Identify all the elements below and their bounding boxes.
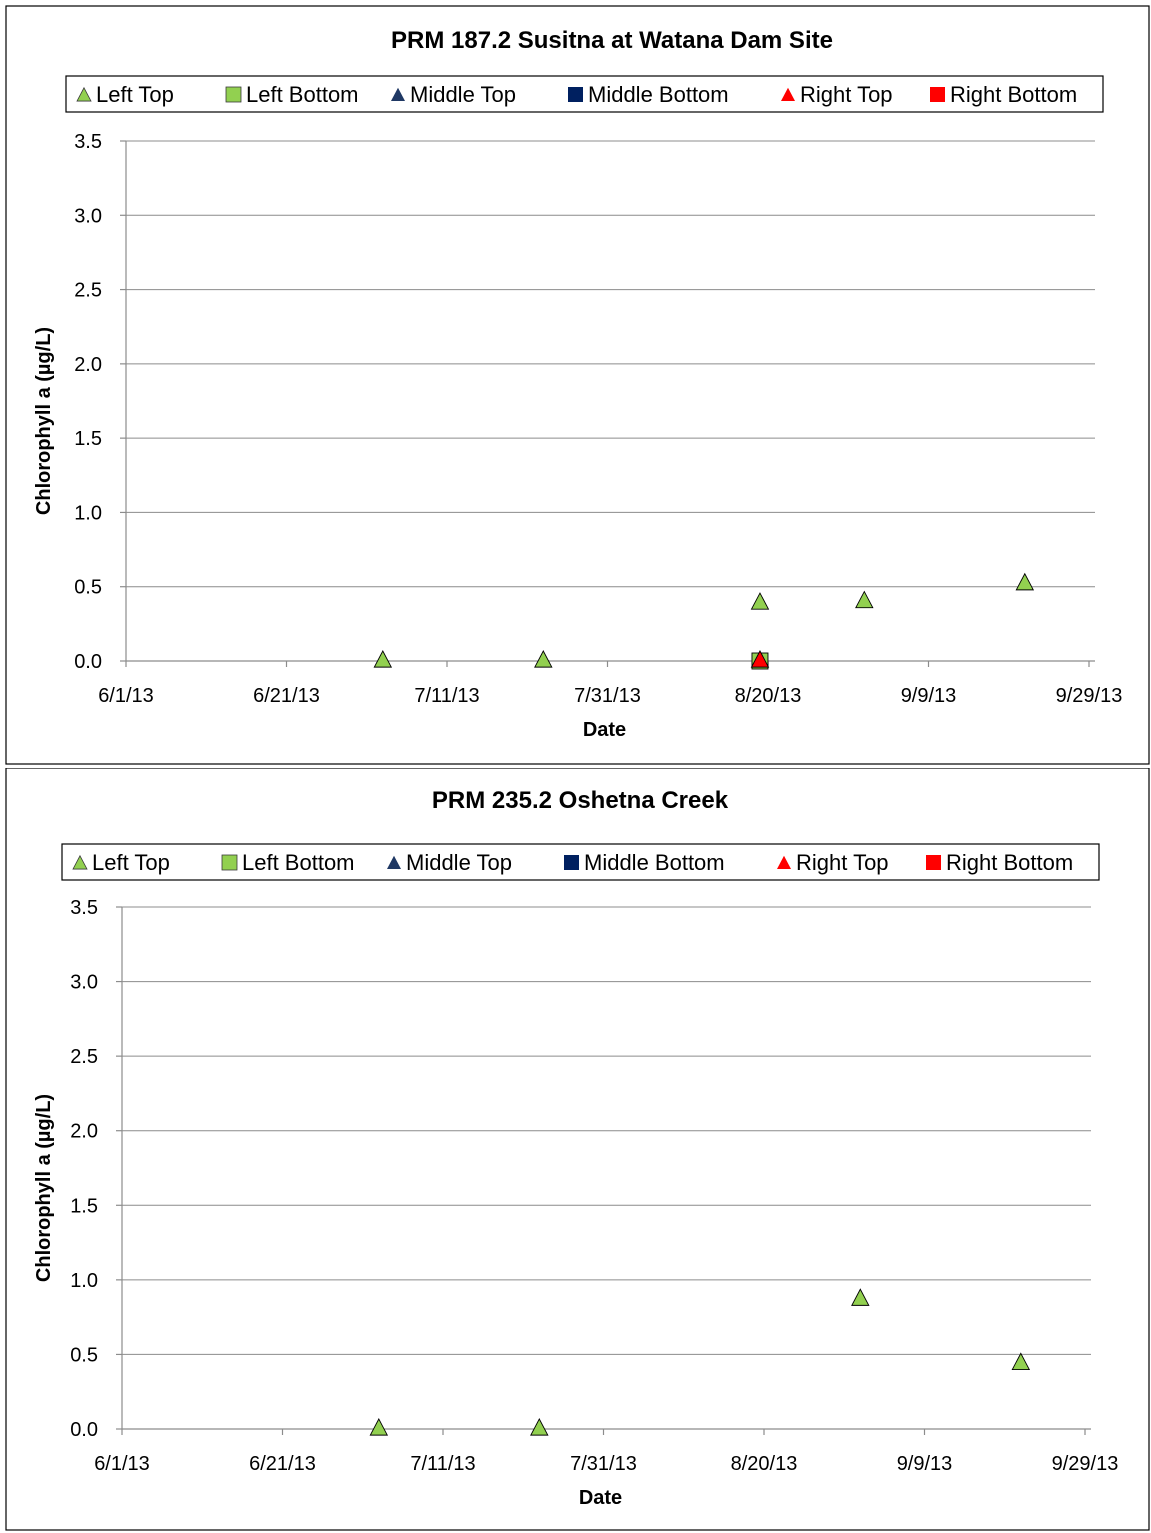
legend-marker-4 — [781, 87, 795, 102]
x-tick-label: 6/1/13 — [98, 685, 154, 707]
data-point-left-top — [369, 1418, 389, 1436]
data-point-left-top — [1015, 572, 1035, 591]
legend-label: Right Top — [800, 82, 893, 107]
x-tick-label: 7/11/13 — [414, 685, 479, 707]
y-axis-title: Chlorophyll a (µg/L) — [33, 327, 55, 515]
data-point-right-top — [750, 650, 770, 668]
y-tick-label: 1.5 — [70, 1195, 98, 1217]
legend-label: Middle Bottom — [584, 850, 725, 875]
data-point-left-top — [855, 590, 874, 609]
x-tick-label: 7/11/13 — [410, 1453, 475, 1475]
y-tick-label: 3.5 — [74, 131, 102, 153]
legend-box — [61, 843, 1100, 881]
legend-marker-1 — [225, 86, 242, 103]
y-tick-label: 1.0 — [74, 502, 102, 524]
y-tick-label: 0.0 — [70, 1419, 98, 1441]
x-tick-label: 7/31/13 — [574, 685, 641, 707]
y-tick-label: 3.0 — [74, 205, 102, 227]
y-tick-label: 3.0 — [70, 972, 98, 994]
legend-label: Right Top — [796, 850, 889, 875]
chart-panel-1: PRM 187.2 Susitna at Watana Dam Site Left… — [0, 0, 1151, 766]
legend-box — [65, 75, 1104, 113]
legend-label: Middle Top — [406, 850, 512, 875]
x-tick-label: 6/21/13 — [249, 1453, 316, 1475]
chart-svg-2: PRM 235.2 Oshetna Creek Left Top Left Bott… — [5, 768, 1150, 1531]
x-axis-title: Date — [579, 1487, 622, 1509]
chart-svg-1: PRM 187.2 Susitna at Watana Dam Site Left… — [5, 5, 1150, 765]
chart-frame — [5, 5, 1150, 765]
data-point-left-top — [530, 1418, 549, 1436]
legend-marker-0 — [76, 86, 92, 102]
y-tick-label: 3.5 — [70, 897, 98, 919]
y-tick-label: 2.5 — [74, 280, 102, 302]
legend-marker-2 — [391, 87, 405, 102]
chart-title: PRM 187.2 Susitna at Watana Dam Site — [391, 27, 833, 54]
y-tick-label: 2.0 — [70, 1121, 98, 1143]
data-point-left-top — [373, 650, 393, 668]
legend-label: Left Top — [92, 850, 170, 875]
chart-title: PRM 235.2 Oshetna Creek — [432, 787, 729, 814]
legend-marker-5 — [930, 87, 945, 102]
y-tick-label: 2.5 — [70, 1046, 98, 1068]
x-tick-label: 6/1/13 — [94, 1453, 150, 1475]
legend-label: Left Bottom — [246, 82, 359, 107]
legend-marker-2 — [387, 855, 401, 870]
x-tick-label: 8/20/13 — [735, 685, 802, 707]
legend-label: Middle Top — [410, 82, 516, 107]
x-tick-label: 7/31/13 — [570, 1453, 637, 1475]
y-tick-label: 0.0 — [74, 651, 102, 673]
data-point-left-top — [851, 1288, 870, 1306]
x-axis-title: Date — [583, 719, 626, 741]
legend-label: Left Bottom — [242, 850, 355, 875]
legend-marker-1 — [221, 854, 238, 871]
legend-marker-4 — [777, 855, 791, 870]
legend-label: Middle Bottom — [588, 82, 729, 107]
y-tick-label: 1.5 — [74, 428, 102, 450]
y-tick-label: 2.0 — [74, 354, 102, 376]
y-tick-label: 0.5 — [74, 577, 102, 599]
x-tick-label: 9/29/13 — [1056, 685, 1123, 707]
x-tick-label: 9/9/13 — [897, 1453, 953, 1475]
legend-marker-3 — [564, 855, 579, 870]
data-point-left-top — [534, 650, 553, 668]
x-tick-label: 9/29/13 — [1052, 1453, 1119, 1475]
chart-panel-2: PRM 235.2 Oshetna Creek Left Top Left Bott… — [0, 768, 1151, 1533]
y-tick-label: 1.0 — [70, 1270, 98, 1292]
y-tick-label: 0.5 — [70, 1344, 98, 1366]
legend-label: Left Top — [96, 82, 174, 107]
data-point-left-top — [750, 592, 770, 610]
legend-label: Right Bottom — [950, 82, 1077, 107]
legend-marker-0 — [72, 854, 88, 870]
x-tick-label: 8/20/13 — [731, 1453, 798, 1475]
chart-frame — [5, 768, 1150, 1531]
x-tick-label: 6/21/13 — [253, 685, 320, 707]
legend-marker-5 — [926, 855, 941, 870]
legend-marker-3 — [568, 87, 583, 102]
x-tick-label: 9/9/13 — [901, 685, 957, 707]
data-point-left-top — [1011, 1352, 1031, 1370]
legend-label: Right Bottom — [946, 850, 1073, 875]
y-axis-title: Chlorophyll a (µg/L) — [33, 1094, 55, 1282]
